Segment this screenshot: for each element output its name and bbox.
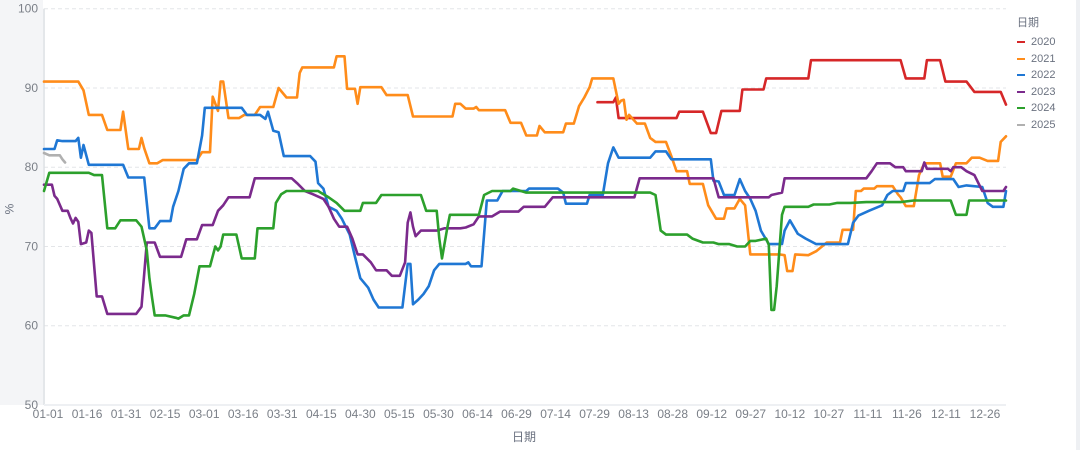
- x-tick-label: 12-26: [970, 407, 1001, 421]
- series-lines: [42, 55, 1008, 320]
- series-line-2023: [42, 161, 1008, 316]
- legend-swatch-icon: [1017, 57, 1025, 60]
- x-tick-label: 08-28: [657, 407, 688, 421]
- legend-items: 2020 2021 2022 2023 2024 2025: [1017, 34, 1055, 133]
- series-line-2022: [42, 106, 1008, 309]
- y-tick-label: 50: [25, 398, 39, 412]
- x-tick-label: 05-30: [423, 407, 454, 421]
- series-line-2024: [42, 171, 1008, 320]
- y-tick-label: 60: [25, 319, 39, 333]
- x-tick-label: 06-29: [501, 407, 532, 421]
- legend-title: 日期: [1017, 17, 1039, 29]
- x-tick-label: 05-15: [384, 407, 415, 421]
- y-tick-label: 70: [25, 239, 39, 253]
- y-axis-ticks: 50 60 70 80 90 100: [18, 2, 38, 412]
- x-tick-label: 07-14: [540, 407, 571, 421]
- y-tick-label: 80: [25, 160, 39, 174]
- y-tick-label: 90: [25, 81, 39, 95]
- x-tick-label: 09-27: [735, 407, 766, 421]
- x-axis-title: 日期: [512, 430, 537, 444]
- x-tick-label: 02-15: [150, 407, 181, 421]
- x-tick-label: 04-30: [345, 407, 376, 421]
- legend-swatch-icon: [1017, 41, 1025, 44]
- legend-item-2021[interactable]: 2021: [1017, 51, 1055, 68]
- x-axis-ticks: 01-01 01-16 01-31 02-15 03-01 03-16 03-31 04-15…: [33, 407, 1001, 421]
- x-tick-label: 08-13: [618, 407, 649, 421]
- x-tick-label: 10-12: [774, 407, 805, 421]
- x-tick-label: 01-01: [33, 407, 64, 421]
- series-line-2021: [42, 55, 1008, 273]
- legend-swatch-icon: [1017, 123, 1025, 126]
- legend-label: 2024: [1031, 102, 1056, 115]
- grid-lines: [43, 8, 1006, 406]
- legend: 日期 2020 2021 2022 2023 2024 2025: [1017, 14, 1055, 133]
- x-tick-label: 09-12: [696, 407, 727, 421]
- y-axis-title: %: [2, 203, 17, 215]
- legend-label: 2023: [1031, 85, 1056, 98]
- legend-item-2022[interactable]: 2022: [1017, 67, 1055, 84]
- legend-item-2024[interactable]: 2024: [1017, 100, 1055, 117]
- x-tick-label: 03-16: [228, 407, 259, 421]
- x-tick-label: 03-01: [189, 407, 220, 421]
- legend-label: 2022: [1031, 69, 1056, 82]
- legend-swatch-icon: [1017, 107, 1025, 110]
- legend-item-2025[interactable]: 2025: [1017, 117, 1055, 134]
- x-tick-label: 06-14: [462, 407, 493, 421]
- x-tick-label: 01-31: [111, 407, 142, 421]
- x-tick-label: 12-11: [931, 407, 961, 421]
- series-line-2025: [42, 151, 67, 164]
- legend-item-2023[interactable]: 2023: [1017, 84, 1055, 101]
- x-tick-label: 11-11: [853, 407, 882, 421]
- x-tick-label: 04-15: [306, 407, 337, 421]
- y-axis-band: [0, 0, 43, 405]
- legend-label: 2021: [1031, 52, 1056, 65]
- series-line-2020: [596, 58, 1008, 135]
- x-tick-label: 01-16: [72, 407, 103, 421]
- legend-label: 2025: [1031, 118, 1056, 131]
- x-tick-label: 03-31: [267, 407, 298, 421]
- right-border: [1076, 0, 1080, 450]
- legend-item-2020[interactable]: 2020: [1017, 34, 1055, 51]
- y-tick-label: 100: [18, 2, 38, 16]
- legend-swatch-icon: [1017, 90, 1025, 93]
- x-tick-label: 10-27: [813, 407, 844, 421]
- legend-label: 2020: [1031, 36, 1056, 49]
- x-tick-label: 11-26: [892, 407, 922, 421]
- legend-swatch-icon: [1017, 74, 1025, 77]
- x-tick-label: 07-29: [579, 407, 610, 421]
